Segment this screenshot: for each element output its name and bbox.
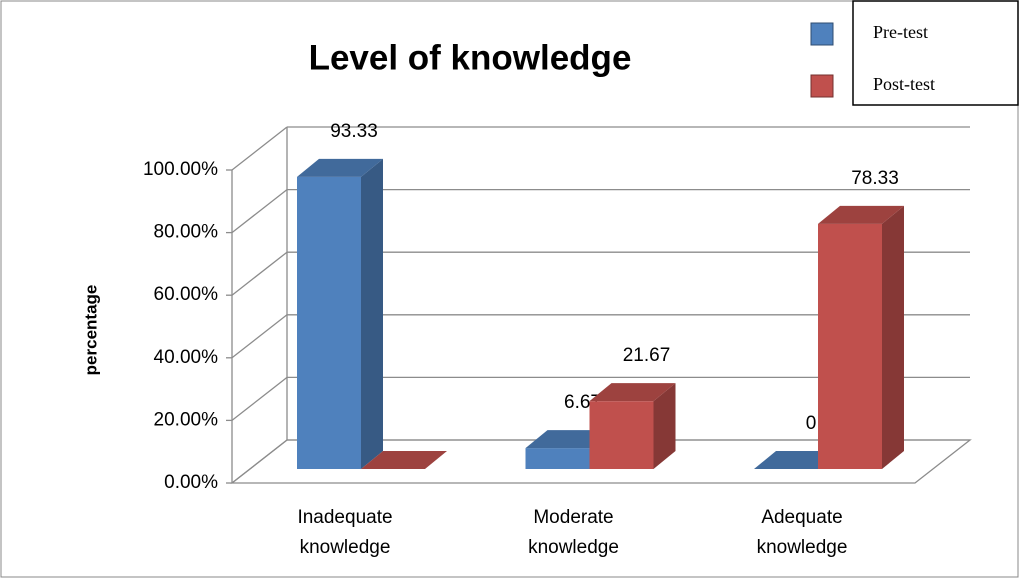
bar-top [297,158,383,177]
y-tick-label: 0.00% [164,472,218,493]
x-tick-label: Adequate knowledge [757,507,848,558]
data-label: 93.33 [330,121,378,142]
legend-label: Pre-test [873,22,928,42]
data-label: 78.33 [851,168,899,189]
data-label: 21.67 [623,345,671,366]
bar-top [589,383,676,402]
y-tick-label: 60.00% [154,284,219,305]
y-tick-label: 100.00% [143,159,218,180]
bar-top [361,451,447,469]
x-tick-label: Moderate knowledge [528,507,619,558]
grid-line [231,251,288,296]
bar-front [525,448,590,469]
x-tick-label: Inadequate knowledge [297,507,392,558]
bar [589,383,676,469]
bar-front [297,176,361,469]
data-label: 0 [806,413,817,434]
legend-swatch [810,22,834,46]
bar [297,158,383,469]
bar-side [653,383,676,469]
y-tick-label: 80.00% [154,222,219,243]
legend-label: Post-test [873,74,935,94]
legend-swatch [810,74,834,98]
bar-front [818,223,882,469]
grid-line [231,439,288,484]
legend-box [852,0,1019,106]
grid-line [231,189,288,234]
bar [818,205,904,470]
chart-title: Level of knowledge [309,38,632,77]
y-tick-label: 40.00% [154,347,219,368]
grid-line [231,376,288,421]
grid-line [231,314,288,359]
bar [361,451,447,469]
bar-top [818,205,904,224]
y-tick-label: 20.00% [154,409,219,430]
bar-side [882,205,904,470]
y-axis-label: percentage [81,285,100,376]
bar-front [589,401,654,469]
grid-line [231,126,288,171]
bar-side [361,158,383,469]
